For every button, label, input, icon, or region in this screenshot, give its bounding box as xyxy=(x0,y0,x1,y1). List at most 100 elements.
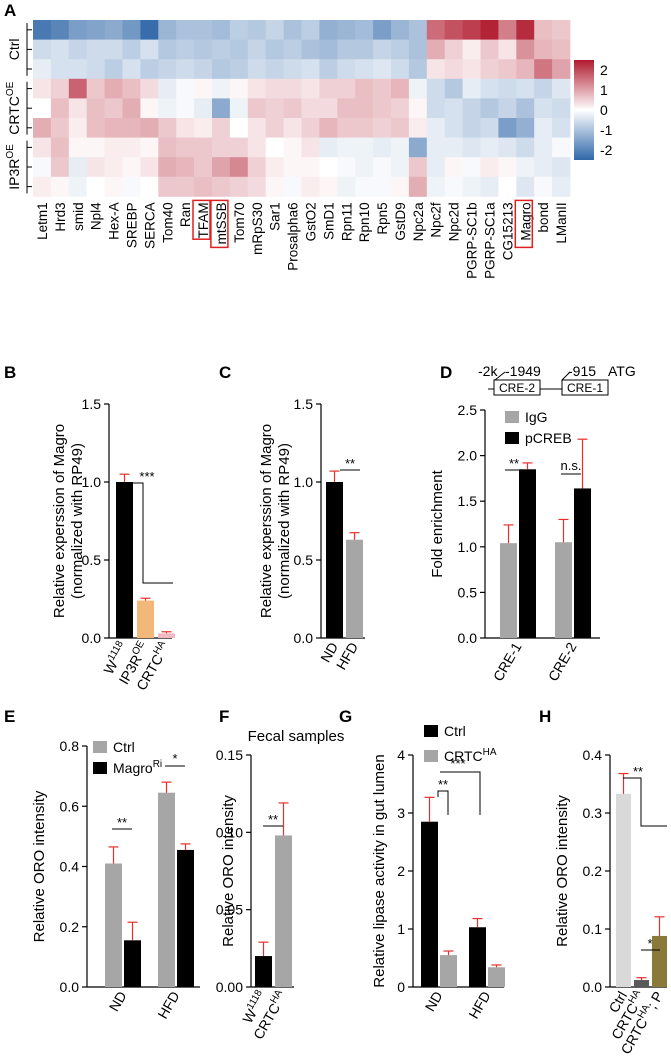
heatmap-cell xyxy=(33,118,52,138)
heatmap-cell xyxy=(462,157,481,178)
heatmap-cell xyxy=(516,78,535,99)
heatmap-cell xyxy=(104,59,123,80)
cre-2-box xyxy=(493,379,541,396)
heatmap-cell xyxy=(194,176,213,197)
heatmap-cell xyxy=(122,59,141,80)
diagram-label: -915 xyxy=(568,363,596,379)
bar xyxy=(124,940,141,987)
heatmap-cell xyxy=(301,157,320,178)
heatmap-cell xyxy=(391,39,410,60)
gene-label: Magro xyxy=(518,202,533,240)
heatmap-cell xyxy=(283,78,302,99)
panel-label: H xyxy=(539,707,551,726)
heatmap-cell xyxy=(212,118,231,138)
heatmap-cell xyxy=(516,137,535,158)
heatmap-cell xyxy=(355,78,374,99)
heatmap-cell xyxy=(50,39,70,60)
y-tick-label: 1.0 xyxy=(294,474,314,490)
heatmap-cell xyxy=(50,59,70,80)
panel-d-bar-chart: D CRE-2 CRE-1 -2k -1949 -915 ATG 0.0 0.5 1.0 1.5 2.… xyxy=(429,363,636,684)
significance-label: ** xyxy=(268,812,278,827)
gene-label: Rpn10 xyxy=(357,202,372,242)
bar xyxy=(177,849,194,987)
heatmap-cell xyxy=(552,118,571,138)
heatmap-cell xyxy=(552,59,571,80)
heatmap-cell xyxy=(373,98,392,119)
heatmap-cell xyxy=(408,20,428,40)
y-tick-label: 0.00 xyxy=(216,979,243,995)
y-tick-label: 1.5 xyxy=(82,396,102,412)
heatmap-cell xyxy=(480,39,499,60)
heatmap-cell xyxy=(33,59,52,80)
heatmap-cell xyxy=(319,157,338,178)
heatmap-cell xyxy=(140,98,159,119)
legend-label: MagroRi xyxy=(113,759,162,776)
heatmap-cell xyxy=(408,118,428,138)
site-tick xyxy=(494,371,506,381)
heatmap-cell xyxy=(462,59,481,80)
heatmap-cell xyxy=(50,118,70,138)
heatmap-cell xyxy=(140,78,159,99)
legend-swatch xyxy=(93,741,107,753)
heatmap-cell xyxy=(122,118,141,138)
heatmap-cell xyxy=(33,137,52,158)
heatmap-cell xyxy=(498,98,517,119)
y-tick-label: 1.5 xyxy=(458,493,478,509)
cre-1-box xyxy=(561,379,609,396)
y-tick-label: 2.0 xyxy=(458,448,478,464)
heatmap-cell xyxy=(68,137,88,158)
heatmap-cell xyxy=(552,78,571,99)
heatmap-cell xyxy=(140,137,159,158)
heatmap-cell xyxy=(444,20,463,40)
heatmap-cell xyxy=(516,98,535,119)
heatmap-cell xyxy=(229,78,249,99)
panel-label: F xyxy=(219,707,229,726)
heatmap-cell xyxy=(462,118,481,138)
heatmap-cell xyxy=(247,39,267,60)
heatmap-cell xyxy=(373,20,392,40)
heatmap-cell xyxy=(480,78,499,99)
gene-label: Hrd3 xyxy=(53,202,68,231)
bar xyxy=(105,863,122,987)
heatmap-cell xyxy=(444,78,463,99)
colorbar-tick-label: 0 xyxy=(600,102,608,118)
colorbar-tick-label: 1 xyxy=(600,82,608,98)
heatmap-cell xyxy=(426,176,446,197)
heatmap-cell xyxy=(283,20,302,40)
heatmap-cell xyxy=(516,118,535,138)
heatmap-cell xyxy=(498,78,517,99)
y-tick-label: 0.0 xyxy=(82,630,102,646)
gene-label: Hex-A xyxy=(107,202,122,240)
heatmap-cell xyxy=(319,98,338,119)
heatmap-cell xyxy=(265,39,284,60)
heatmap-cell xyxy=(176,98,195,119)
heatmap-cell xyxy=(86,176,105,197)
heatmap-cell xyxy=(444,59,463,80)
x-tick-label: HFD xyxy=(154,989,182,1022)
heatmap-cell xyxy=(426,137,446,158)
heatmap-cell xyxy=(391,78,410,99)
gene-label: bond xyxy=(536,202,551,232)
heatmap-cell xyxy=(426,157,446,178)
y-tick-label: 0.3 xyxy=(583,805,603,821)
heatmap-cell xyxy=(516,176,535,197)
heatmap-cell xyxy=(212,98,231,119)
heatmap-cell xyxy=(498,20,517,40)
heatmap-cell xyxy=(391,176,410,197)
heatmap-cell xyxy=(408,78,428,99)
heatmap-cell xyxy=(158,78,177,99)
panel-b-bar-chart: B 0.0 0.5 1.0 1.5 Relative experssion of Magr… xyxy=(4,363,175,693)
x-tick-label: CRE-1 xyxy=(490,639,525,684)
y-axis-label: Relative lipase activity in gut lumen xyxy=(371,754,388,987)
diagram-label: -1949 xyxy=(505,363,541,379)
heatmap-cell xyxy=(283,137,302,158)
heatmap-cell xyxy=(319,118,338,138)
gene-label: SERCA xyxy=(142,202,157,249)
group-label: CRTCOE xyxy=(5,81,22,134)
heatmap-cell xyxy=(480,118,499,138)
heatmap-cell xyxy=(355,39,374,60)
heatmap-cell xyxy=(283,98,302,119)
heatmap-cell xyxy=(462,98,481,119)
heatmap-cell xyxy=(301,39,320,60)
heatmap-cell xyxy=(229,98,249,119)
